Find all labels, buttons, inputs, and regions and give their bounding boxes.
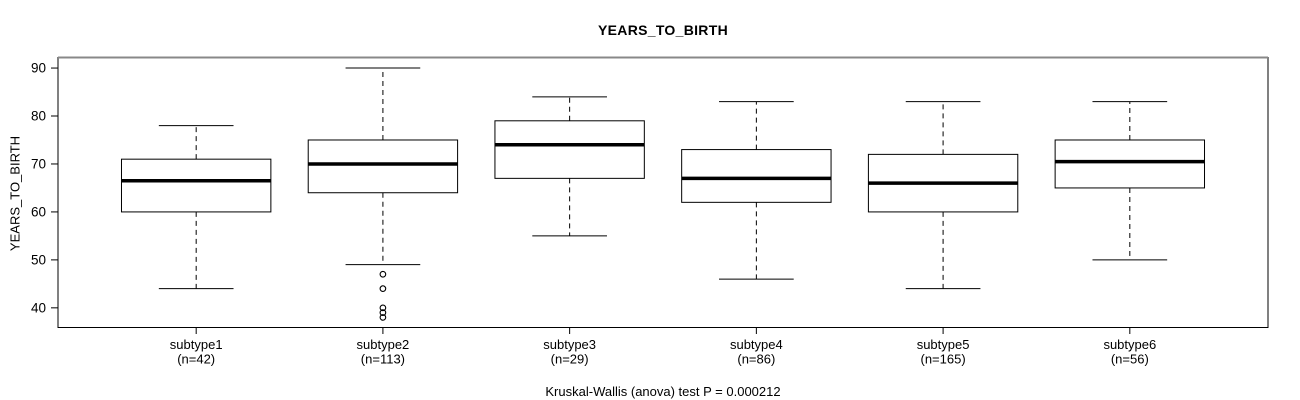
outlier-point bbox=[379, 285, 387, 293]
iqr-box bbox=[120, 158, 272, 213]
x-tick-label-subtype: subtype3 bbox=[543, 337, 596, 352]
x-tick-label-n: (n=113) bbox=[361, 352, 405, 367]
y-axis-tick-label: 50 bbox=[31, 252, 46, 267]
x-tick-label-subtype: subtype6 bbox=[1103, 337, 1156, 352]
outlier-point bbox=[379, 270, 387, 278]
stat-test-annotation: Kruskal-Wallis (anova) test P = 0.000212 bbox=[545, 384, 781, 399]
x-tick-label-n: (n=165) bbox=[921, 352, 966, 367]
iqr-box bbox=[681, 149, 832, 203]
outlier-point bbox=[379, 304, 387, 312]
outlier-point bbox=[379, 314, 387, 321]
x-tick-label-subtype: subtype2 bbox=[357, 337, 410, 352]
iqr-box bbox=[307, 139, 459, 194]
chart-title: YEARS_TO_BIRTH bbox=[598, 22, 728, 38]
x-tick-label-subtype: subtype5 bbox=[917, 337, 970, 352]
x-tick-label-n: (n=86) bbox=[737, 352, 775, 367]
x-tick-label-n: (n=29) bbox=[551, 352, 589, 367]
y-axis-tick-label: 80 bbox=[31, 109, 46, 124]
x-tick-label-subtype: subtype1 bbox=[170, 337, 223, 352]
iqr-box bbox=[1054, 139, 1206, 189]
y-axis-tick-label: 70 bbox=[31, 156, 46, 171]
y-axis-tick-label: 60 bbox=[31, 204, 46, 219]
x-tick-label-n: (n=56) bbox=[1111, 352, 1149, 367]
iqr-box bbox=[494, 120, 645, 179]
y-axis-tick-label: 90 bbox=[31, 61, 46, 76]
outlier-point bbox=[379, 309, 387, 316]
x-tick-label-n: (n=42) bbox=[177, 352, 215, 367]
y-axis-tick-label: 40 bbox=[31, 300, 46, 315]
x-tick-label-subtype: subtype4 bbox=[730, 337, 783, 352]
